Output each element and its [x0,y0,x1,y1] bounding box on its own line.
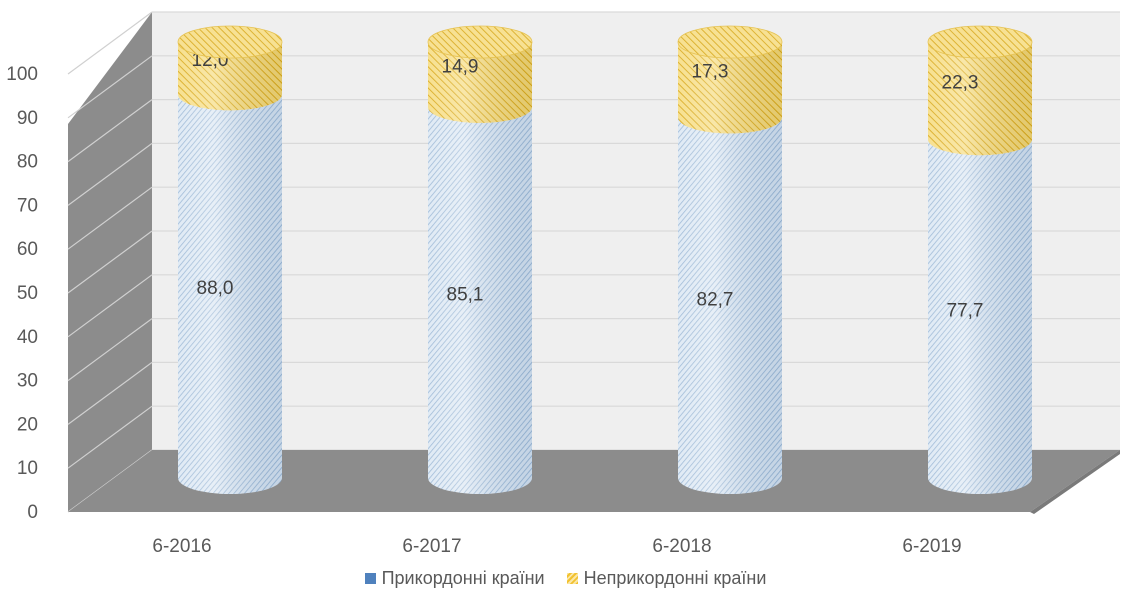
data-label: 14,9 [442,56,479,77]
y-tick-label: 60 [17,239,38,260]
x-tick-label: 6-2019 [902,536,961,557]
data-label: 77,7 [947,301,984,322]
cylinder-top-shine [178,26,282,58]
cylinder-top [177,25,283,59]
x-tick-label: 6-2017 [402,536,461,557]
cylinder-top [677,25,783,59]
legend-label-nonborder: Неприкордонні країни [583,568,767,588]
cylinder-6-2017: 85,1 14,9 [427,25,533,495]
gridline-side [67,318,153,382]
data-label: 85,1 [447,284,484,305]
x-tick-label: 6-2018 [652,536,711,557]
legend-item-nonborder: Неприкордонні країни [566,568,767,589]
bar-segment-shade [428,42,532,123]
cylinder-top [927,25,1033,59]
x-tick-label: 6-2016 [152,536,211,557]
y-tick-label: 100 [6,64,38,85]
data-label: 82,7 [697,290,734,311]
bar-segment-shade [928,42,1032,156]
data-label: 22,3 [942,73,979,94]
legend-label-border: Прикордонні країни [381,568,545,588]
y-tick-label: 90 [17,108,38,129]
gridline-side [67,11,153,75]
y-tick-label: 20 [17,414,38,435]
gridline-side [67,142,153,206]
cylinder-top-shine [928,26,1032,58]
bar-segment-shade [178,94,282,494]
y-tick-label: 40 [17,327,38,348]
y-tick-label: 70 [17,195,38,216]
cylinder-6-2019: 77,7 22,3 [927,25,1033,494]
legend: Прикордонні країни Неприкордонні країни [0,568,1131,589]
legend-item-border: Прикордонні країни [364,568,545,589]
bar-segment-shade [928,139,1032,494]
gridline-side [67,230,153,294]
data-label: 88,0 [197,278,234,299]
cylinder-top-shine [428,26,532,58]
data-label: 17,3 [692,62,729,83]
legend-swatch-nonborder [566,573,578,584]
gridline-side [67,186,153,250]
floor-plane [68,450,1120,512]
y-tick-label: 10 [17,458,38,479]
bar-segment-shade [678,117,782,494]
y-tick-label: 50 [17,283,38,304]
y-axis-ticks: 0 10 20 30 40 50 60 70 80 90 100 [6,64,38,523]
chart-floor [68,450,1120,514]
cylinder-6-2018: 82,7 17,3 [677,25,783,494]
x-axis-ticks: 6-2016 6-2017 6-2018 6-2019 [152,536,961,557]
y-tick-label: 80 [17,152,38,173]
bar-segment-shade [428,106,532,495]
gridline-side [67,55,153,119]
legend-swatch-border [364,573,376,584]
y-tick-label: 0 [27,502,38,523]
gridline-side [67,405,153,469]
cylinder-6-2016: 88,012,0 [177,25,283,494]
gridline-side [67,361,153,425]
cylinder-top-shine [678,26,782,58]
y-tick-label: 30 [17,371,38,392]
bar-segment-shade [178,42,282,111]
gridline-side [67,274,153,338]
floor-edge [1030,450,1120,514]
gridline-side [67,99,153,163]
cylinder-top [427,25,533,59]
bars: 88,012,0 85,1 14,9 82,7 17,3 77,7 22,3 [177,25,1033,495]
bar-segment-shade [678,42,782,134]
